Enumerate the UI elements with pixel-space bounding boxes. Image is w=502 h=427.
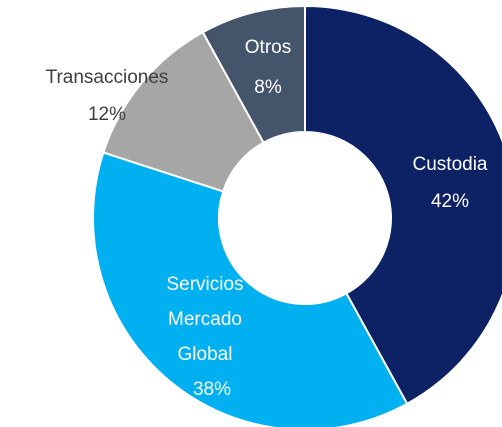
donut-slice — [201, 4, 306, 144]
value-label: 42% — [431, 191, 469, 212]
value-label: 8% — [254, 77, 282, 98]
donut-slice — [92, 151, 409, 427]
value-label: 12% — [88, 104, 126, 125]
donut-slice — [102, 30, 265, 193]
value-label: 38% — [193, 379, 231, 400]
donut-slice — [304, 4, 502, 406]
slice-label: Servicios Mercado Global — [166, 274, 243, 365]
slice-label: Otros — [245, 37, 291, 58]
slice-label: Transacciones — [46, 67, 169, 88]
slice-label: Custodia — [413, 154, 488, 175]
